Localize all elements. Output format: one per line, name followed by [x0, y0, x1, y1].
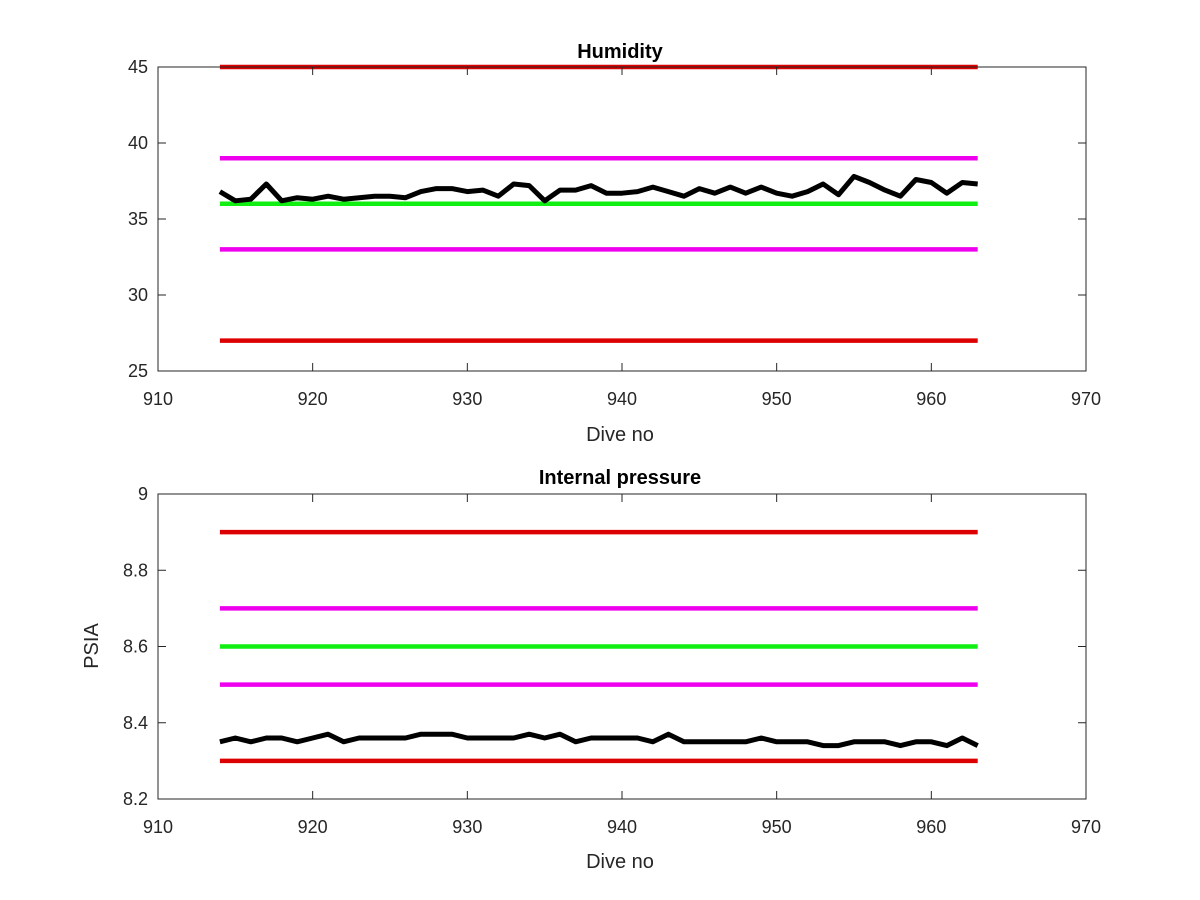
y-ticks: 8.2 8.4 8.6 8.8 9: [123, 484, 1086, 809]
x-tick-label: 950: [762, 389, 792, 409]
y-tick-label: 8.4: [123, 713, 148, 733]
series-line-5: [219, 731, 979, 749]
chart-title: Internal pressure: [539, 467, 701, 489]
humidity-subplot: Humidity 910 920 930 940 950 960 970 25 30 35 40 4…: [128, 41, 1101, 446]
series-line-5: [218, 173, 978, 204]
y-tick-label: 40: [128, 133, 148, 153]
y-tick-label: 8.8: [123, 560, 148, 580]
x-axis-label: Dive no: [586, 851, 654, 873]
x-tick-label: 960: [916, 389, 946, 409]
x-tick-label: 910: [143, 389, 173, 409]
plot-lines: [218, 64, 978, 343]
y-tick-label: 8.2: [123, 789, 148, 809]
x-tick-label: 960: [916, 817, 946, 837]
x-ticks: 910 920 930 940 950 960 970: [143, 67, 1101, 409]
x-tick-label: 920: [298, 817, 328, 837]
y-ticks: 25 30 35 40 45: [128, 57, 1086, 381]
x-tick-label: 920: [298, 389, 328, 409]
internal-pressure-subplot: Internal pressure 910 920 930 940 950 960 970 …: [81, 467, 1101, 873]
x-axis-label: Dive no: [586, 424, 654, 446]
y-axis-label: PSIA: [81, 623, 103, 669]
x-tick-label: 910: [143, 817, 173, 837]
y-tick-label: 25: [128, 361, 148, 381]
x-tick-label: 940: [607, 817, 637, 837]
y-tick-label: 8.6: [123, 637, 148, 657]
y-tick-label: 30: [128, 285, 148, 305]
x-tick-label: 950: [762, 817, 792, 837]
x-tick-label: 970: [1071, 817, 1101, 837]
y-tick-label: 45: [128, 57, 148, 77]
x-tick-label: 970: [1071, 389, 1101, 409]
x-tick-label: 930: [452, 389, 482, 409]
y-tick-label: 9: [138, 484, 148, 504]
plot-lines: [219, 529, 979, 764]
x-ticks: 910 920 930 940 950 960 970: [143, 494, 1101, 837]
x-tick-label: 930: [452, 817, 482, 837]
y-tick-label: 35: [128, 209, 148, 229]
axes-box: [157, 66, 1087, 372]
x-tick-label: 940: [607, 389, 637, 409]
chart-title: Humidity: [577, 41, 663, 63]
